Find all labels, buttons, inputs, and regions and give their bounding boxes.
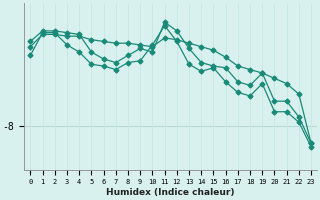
X-axis label: Humidex (Indice chaleur): Humidex (Indice chaleur) (107, 188, 235, 197)
